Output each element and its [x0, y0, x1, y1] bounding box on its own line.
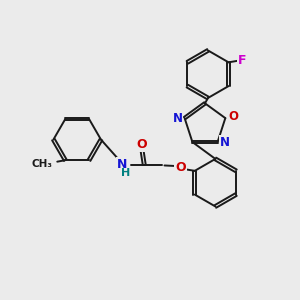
- Text: N: N: [117, 158, 128, 171]
- Text: N: N: [172, 112, 183, 124]
- Text: O: O: [175, 161, 186, 174]
- Text: O: O: [228, 110, 238, 123]
- Text: F: F: [238, 54, 246, 67]
- Text: O: O: [136, 138, 147, 151]
- Text: CH₃: CH₃: [31, 159, 52, 170]
- Text: N: N: [220, 136, 230, 148]
- Text: H: H: [121, 168, 130, 178]
